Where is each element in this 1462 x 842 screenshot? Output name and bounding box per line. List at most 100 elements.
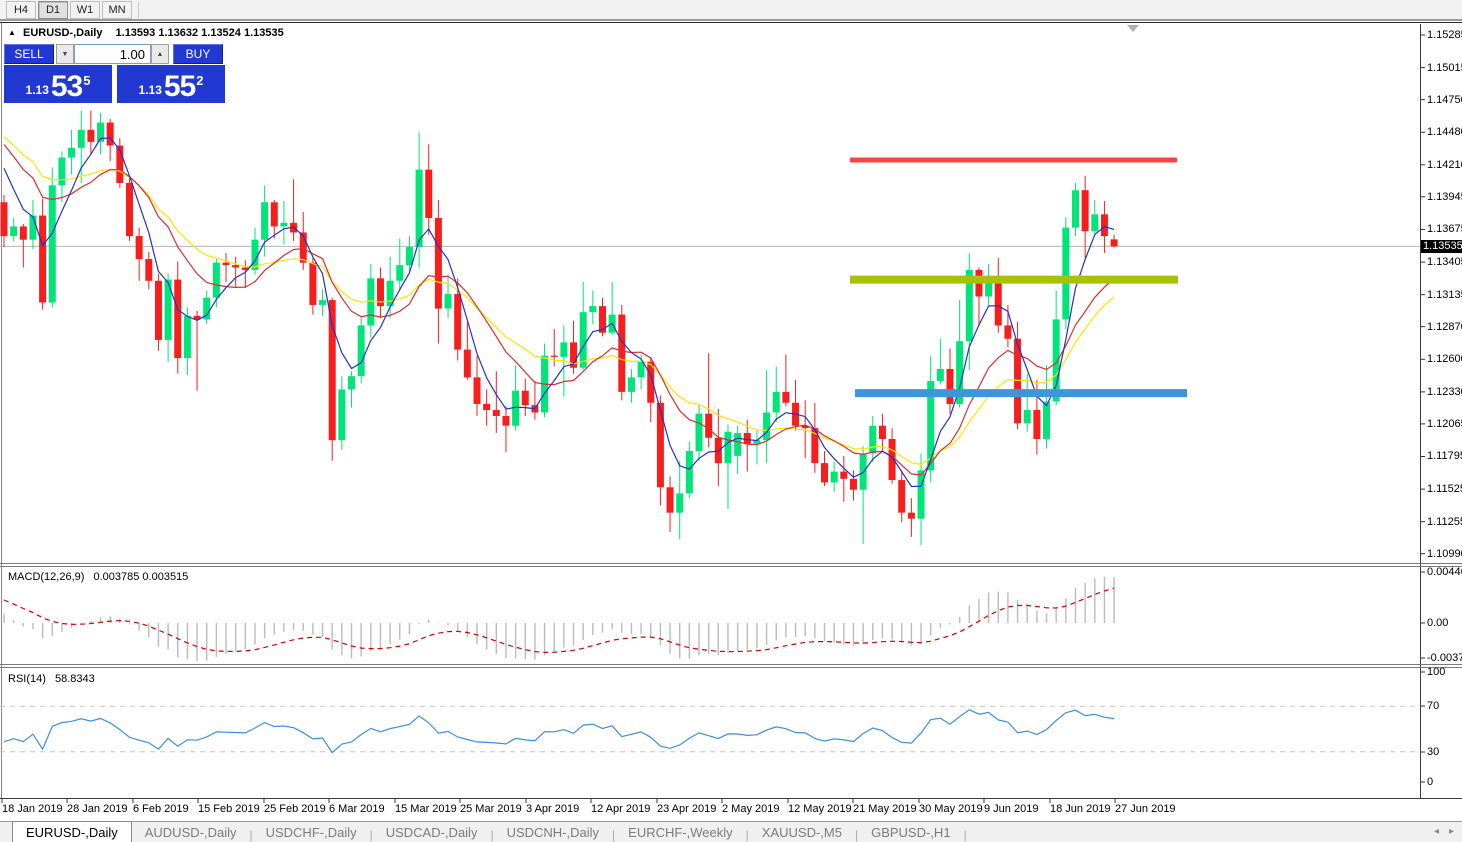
candle-body [772,391,780,413]
candle-body [77,129,85,148]
sell-price-pips: 53 [50,70,83,103]
tab-eurusd-daily[interactable]: EURUSD-,Daily [12,821,132,842]
price-axis-label: 1.13405 [1427,256,1462,269]
tab-scroll-arrows: ◂ ▸ [1434,826,1454,838]
candle-body [907,512,915,519]
timeframe-button-d1[interactable]: D1 [38,0,68,19]
tab-separator: | [249,828,253,842]
candle-body [338,389,346,441]
timeframe-button-mn[interactable]: MN [102,0,132,19]
candle-body [753,440,761,444]
candle-body [1062,227,1070,320]
candle-body [676,493,684,513]
macd-axis-label: 0.004465 [1427,566,1462,578]
candle-body [782,391,790,403]
price-axis-label: 1.12600 [1427,353,1462,366]
price-axis-label: 1.14210 [1427,158,1462,171]
candle-body [357,325,365,377]
candle-body [521,390,529,406]
volume-increase-button[interactable]: ▲ [151,44,169,64]
tab-scroll-left-icon[interactable]: ◂ [1433,826,1439,837]
tab-separator: | [369,828,373,842]
candle-body [97,122,105,142]
candle-body [724,431,732,464]
candle-body [396,265,404,281]
candle-body [647,361,655,403]
candle-body [598,306,606,333]
candle-body [299,232,307,263]
candle-body [261,202,269,240]
chart-shift-marker-icon[interactable] [1127,25,1139,32]
candle-body [319,300,327,305]
candle-body [685,451,693,494]
candle-body [251,239,259,270]
candle-body [87,129,95,142]
candle-body [444,294,452,309]
candle-body [917,470,925,519]
date-axis-label: 6 Mar 2019 [329,803,385,815]
date-axis-label: 30 May 2019 [919,803,983,815]
date-axis-label: 6 Feb 2019 [133,803,189,815]
candle-body [193,315,201,320]
date-axis-label: 25 Mar 2019 [460,803,522,815]
candle-body [888,438,896,481]
timeframe-button-h4[interactable]: H4 [6,0,36,19]
candle-body [734,432,742,456]
price-axis-label: 1.15015 [1427,61,1462,74]
candle-body [560,342,568,357]
ma-fast-blue [3,137,1115,488]
buy-button[interactable]: BUY [173,44,223,64]
tab-audusd-daily[interactable]: AUDUSD-,Daily [144,824,237,840]
candle-body [666,487,674,513]
tab-usdcnh-daily[interactable]: USDCNH-,Daily [506,824,600,840]
chart-symbol-label: EURUSD-,Daily [22,27,103,39]
tab-xauusd-m5[interactable]: XAUUSD-,M5 [761,824,842,840]
tab-eurchf-weekly[interactable]: EURCHF-,Weekly [628,824,733,840]
date-axis-label: 21 May 2019 [853,803,917,815]
date-axis-label: 15 Mar 2019 [395,803,457,815]
date-axis-label: 28 Jan 2019 [67,803,128,815]
candle-body [985,277,993,297]
candle-body [705,413,713,438]
candle-body [859,453,867,490]
macd-axis-label: -0.003715 [1427,652,1462,664]
tab-gbpusd-h1[interactable]: GBPUSD-,H1 [871,824,951,840]
buy-price-figure: 1.13 [138,83,162,97]
candle-body [222,262,230,266]
spin-up-icon: ▲ [156,50,164,58]
candle-body [454,294,462,350]
sell-price-button[interactable]: 1.13 53 5 [4,65,112,103]
tab-usdcad-daily[interactable]: USDCAD-,Daily [385,824,478,840]
timeframe-button-w1[interactable]: W1 [70,0,100,19]
tab-usdchf-daily[interactable]: USDCHF-,Daily [265,824,357,840]
sell-button[interactable]: SELL [4,44,54,64]
rsi-axis-label: 0 [1427,776,1434,788]
candle-body [1071,190,1079,228]
candle-body [849,478,857,490]
candle-body [878,425,886,439]
candle-body [570,342,578,368]
tab-scroll-right-icon[interactable]: ▸ [1448,826,1454,837]
volume-input[interactable] [74,44,151,64]
price-axis-label: 1.15285 [1427,29,1462,41]
timeframe-toolbar: H4 D1 W1 MN [0,0,1462,20]
date-axis-label: 12 May 2019 [788,803,852,815]
candle-body [1110,239,1118,247]
candle-body [656,402,664,488]
candle-body [164,279,172,340]
candle-body [386,280,394,307]
candle-body [483,403,491,410]
candle-body [19,226,27,240]
candle-body [618,314,626,392]
buy-price-button[interactable]: 1.13 55 2 [117,65,225,103]
candle-body [801,425,809,429]
rsi-line [3,709,1115,754]
collapse-arrow-icon[interactable]: ▲ [8,28,16,37]
macd-signal-line [3,587,1115,654]
date-axis-label: 18 Jun 2019 [1050,803,1111,815]
date-axis-label: 3 Apr 2019 [526,803,580,815]
candle-body [492,410,500,417]
volume-decrease-button[interactable]: ▼ [56,44,74,64]
